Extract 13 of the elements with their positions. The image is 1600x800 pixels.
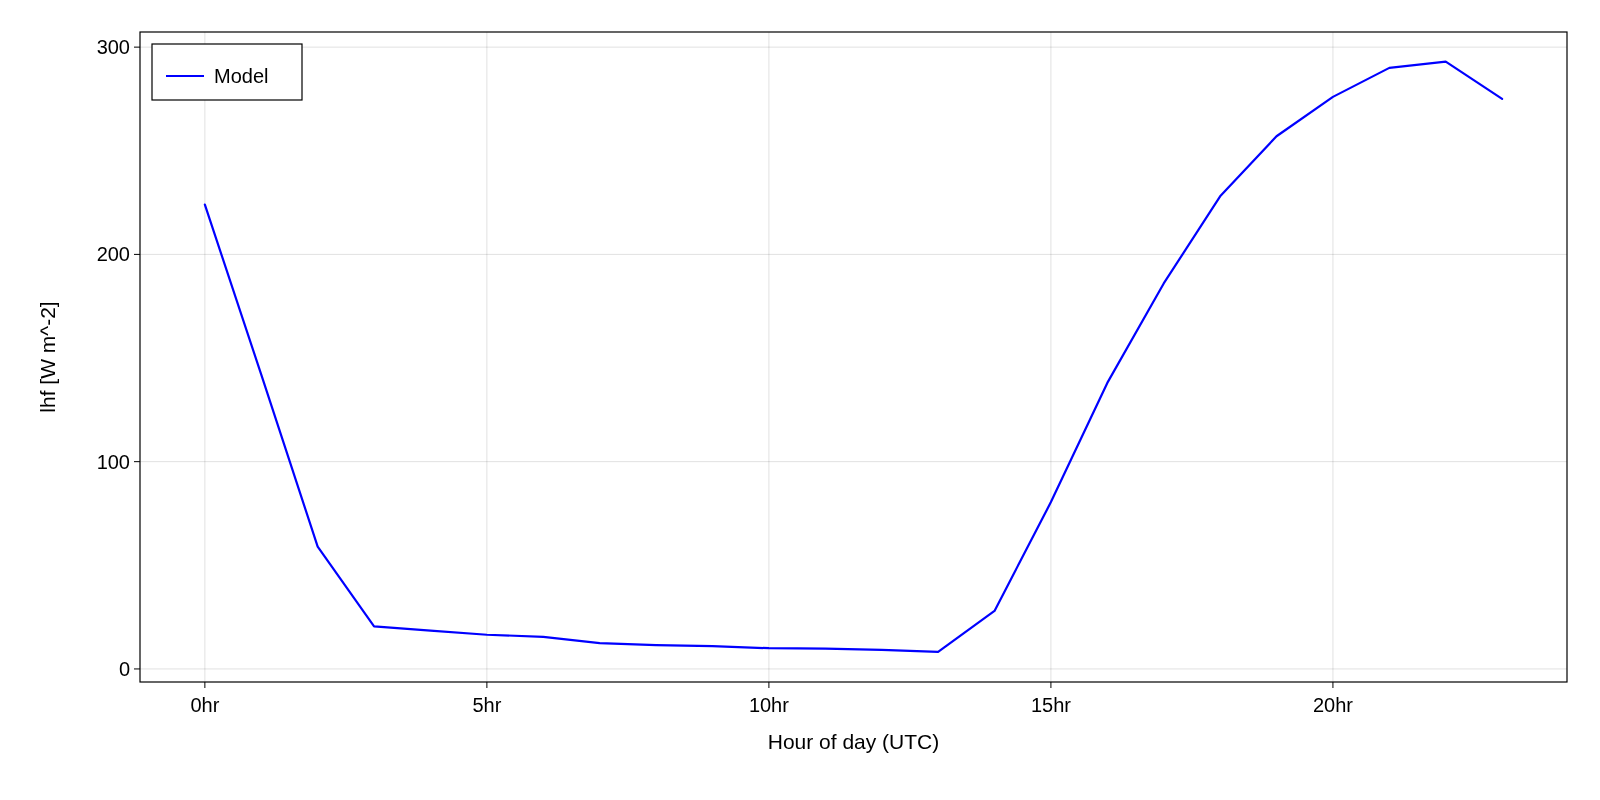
y-tick-label: 300 [96,36,130,59]
x-tick-label: 10hr [748,694,790,716]
legend-label: Model [214,65,269,87]
y-tick-label: 100 [96,450,130,473]
y-tick-label: 0 [118,657,130,680]
y-tick-label: 200 [96,243,130,266]
x-axis-title: Hour of day (UTC) [767,730,940,753]
x-tick-label: 15hr [1030,694,1072,716]
x-tick-label: 0hr [190,694,220,716]
y-axis-title: lhf [W m^-2] [36,301,59,413]
x-tick-label: 5hr [472,694,502,716]
line-series [203,60,1504,654]
x-tick-label: 20hr [1312,694,1354,716]
